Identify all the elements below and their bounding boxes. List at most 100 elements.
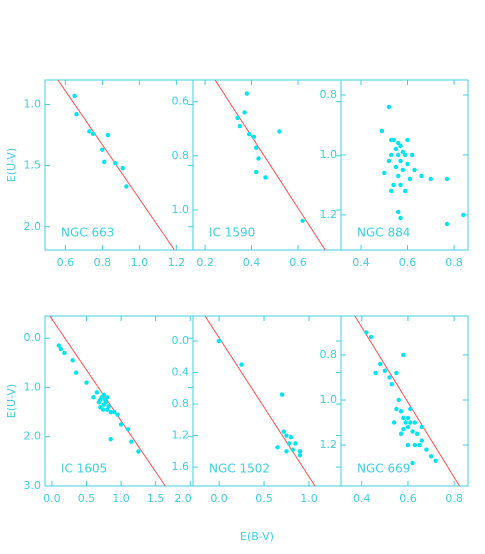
data-point [398,158,403,164]
x-tick-label: 0.4 [352,256,370,269]
data-point [253,169,259,175]
data-point [242,110,247,115]
data-point [394,406,399,412]
data-point [387,375,392,380]
data-point [237,123,243,129]
data-point [412,167,417,173]
data-point [412,442,418,448]
y-tick-label: 1.2 [172,429,190,442]
data-point [101,392,106,398]
data-point [391,420,397,425]
x-tick-label: 0.8 [94,256,112,269]
y-tick-label: 0.0 [24,331,42,344]
data-point [239,362,244,367]
y-tick-label: 1.0 [320,393,338,406]
data-point [419,173,424,179]
y-tick-label: 1.5 [24,159,42,172]
data-point [216,338,222,344]
data-point [100,407,106,412]
x-tick-label: 0.0 [210,492,228,505]
data-point [402,152,408,158]
data-point [290,447,296,452]
y-tick-label: 2.0 [24,430,42,443]
data-point [244,91,250,96]
data-point [389,152,394,158]
data-point [100,147,105,152]
data-point [90,131,96,137]
data-point [91,395,96,400]
data-point [62,350,67,356]
data-point [410,429,415,434]
x-tick-label: 0.5 [78,492,96,505]
y-tick-label: 0.8 [172,397,190,410]
data-point [108,409,113,415]
x-tick-label: 0.6 [399,492,417,505]
x-tick-label: 1.0 [131,256,149,269]
data-point [412,420,418,425]
data-point [389,188,394,194]
data-point [105,407,110,412]
data-point [428,176,433,182]
data-point [288,434,294,440]
data-point [396,140,401,146]
panel-frame [340,79,469,251]
y-tick-label: 1.2 [320,208,338,221]
data-point [401,352,406,358]
x-tick-label: 0.4 [243,256,261,269]
data-point [396,397,401,403]
y-tick-label: 0.4 [172,366,190,379]
x-tick-label: 0.5 [255,492,273,505]
y-tick-label: 1.0 [172,203,190,216]
data-point [417,442,422,448]
data-point [253,145,259,150]
data-point [382,170,387,176]
data-point [398,215,403,221]
data-point [73,370,79,375]
data-point [409,152,415,158]
data-point [284,433,289,438]
panel-label: NGC 663 [61,226,114,240]
data-point [74,112,79,117]
data-point [391,182,396,188]
y-tick-label: 1.2 [320,438,338,451]
data-point [396,173,401,179]
data-point [84,380,89,385]
data-point [408,420,413,425]
data-point [382,368,388,373]
fit-line [214,79,326,251]
data-point [94,390,100,395]
data-point [396,209,401,215]
data-point [424,447,429,452]
x-tick-label: 0.0 [43,492,61,505]
data-point [398,431,404,436]
panel-label: IC 1590 [209,226,255,240]
data-point [102,397,108,402]
data-point [293,441,298,446]
data-point [398,409,404,414]
data-point [279,392,285,397]
data-point [419,424,425,430]
data-point [115,412,120,417]
x-tick-label: 2.0 [174,492,192,505]
data-point [58,346,64,352]
data-point [405,415,411,421]
data-point [256,156,261,161]
data-point [102,159,107,165]
fit-line [204,315,316,487]
y-tick-label: 1.0 [24,97,42,110]
data-point [391,137,396,143]
data-point [378,361,383,367]
fit-line [354,315,460,487]
data-point [400,167,406,173]
data-point [379,128,385,134]
data-point [297,449,303,454]
data-point [405,137,410,143]
data-point [263,175,268,180]
data-point [396,152,401,158]
data-point [394,370,399,376]
data-point [401,415,406,421]
data-point [247,131,252,137]
data-point [415,431,420,436]
data-point [403,420,408,425]
data-point [118,422,124,427]
